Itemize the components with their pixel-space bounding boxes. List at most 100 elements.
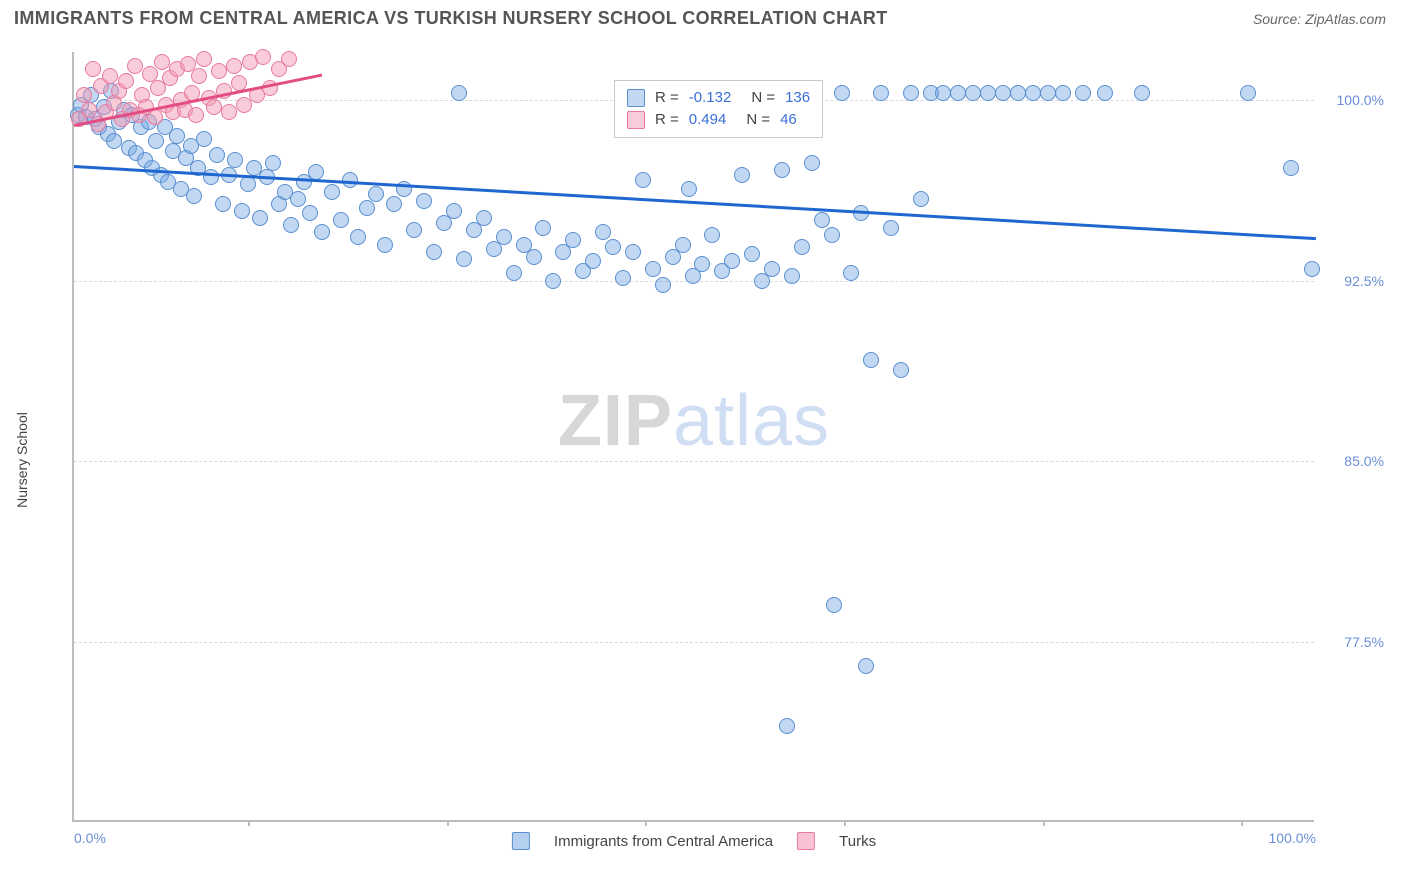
scatter-point	[794, 239, 810, 255]
scatter-point	[211, 63, 227, 79]
x-tick-mark	[1043, 820, 1045, 826]
trend-line	[74, 165, 1316, 240]
scatter-point	[196, 131, 212, 147]
n-label: N =	[746, 109, 770, 131]
y-tick-label: 100.0%	[1324, 92, 1384, 108]
scatter-point	[209, 147, 225, 163]
x-tick-label: 0.0%	[74, 830, 106, 846]
scatter-point	[565, 232, 581, 248]
scatter-point	[451, 85, 467, 101]
y-tick-label: 85.0%	[1324, 453, 1384, 469]
scatter-point	[226, 58, 242, 74]
scatter-point	[965, 85, 981, 101]
scatter-point	[935, 85, 951, 101]
scatter-point	[377, 237, 393, 253]
header: IMMIGRANTS FROM CENTRAL AMERICA VS TURKI…	[0, 0, 1406, 35]
scatter-point	[675, 237, 691, 253]
scatter-point	[127, 58, 143, 74]
n-value-1: 136	[785, 87, 810, 109]
scatter-point	[188, 107, 204, 123]
scatter-point	[234, 203, 250, 219]
scatter-point	[496, 229, 512, 245]
scatter-point	[1097, 85, 1113, 101]
legend-label-2: Turks	[839, 833, 876, 850]
scatter-point	[1240, 85, 1256, 101]
scatter-point	[283, 217, 299, 233]
series-legend: Immigrants from Central America Turks	[512, 832, 876, 850]
scatter-point	[704, 227, 720, 243]
scatter-point	[281, 51, 297, 67]
chart-title: IMMIGRANTS FROM CENTRAL AMERICA VS TURKI…	[14, 8, 888, 29]
chart-container: Nursery School ZIPatlas R = -0.132 N = 1…	[14, 40, 1394, 880]
scatter-point	[995, 85, 1011, 101]
scatter-point	[85, 61, 101, 77]
scatter-point	[203, 169, 219, 185]
scatter-point	[824, 227, 840, 243]
scatter-point	[446, 203, 462, 219]
scatter-point	[1134, 85, 1150, 101]
scatter-point	[779, 718, 795, 734]
scatter-point	[314, 224, 330, 240]
scatter-point	[681, 181, 697, 197]
scatter-point	[980, 85, 996, 101]
legend-swatch-blue	[512, 832, 530, 850]
r-value-1: -0.132	[689, 87, 732, 109]
scatter-point	[186, 188, 202, 204]
scatter-point	[359, 200, 375, 216]
r-value-2: 0.494	[689, 109, 727, 131]
scatter-point	[416, 193, 432, 209]
watermark: ZIPatlas	[558, 380, 830, 462]
scatter-point	[290, 191, 306, 207]
scatter-point	[843, 265, 859, 281]
x-tick-mark	[248, 820, 250, 826]
scatter-point	[814, 212, 830, 228]
scatter-point	[873, 85, 889, 101]
scatter-point	[545, 273, 561, 289]
x-tick-mark	[447, 820, 449, 826]
scatter-point	[595, 224, 611, 240]
source-prefix: Source:	[1253, 11, 1305, 27]
scatter-point	[191, 68, 207, 84]
scatter-point	[350, 229, 366, 245]
scatter-point	[1075, 85, 1091, 101]
scatter-point	[196, 51, 212, 67]
legend-swatch-blue	[627, 89, 645, 107]
scatter-point	[724, 253, 740, 269]
x-tick-label: 100.0%	[1269, 830, 1316, 846]
scatter-point	[81, 102, 97, 118]
scatter-point	[386, 196, 402, 212]
y-tick-label: 77.5%	[1324, 634, 1384, 650]
legend-row-series-2: R = 0.494 N = 46	[627, 109, 810, 131]
scatter-point	[1025, 85, 1041, 101]
scatter-point	[734, 167, 750, 183]
scatter-point	[368, 186, 384, 202]
scatter-point	[227, 152, 243, 168]
scatter-point	[333, 212, 349, 228]
scatter-point	[1040, 85, 1056, 101]
scatter-point	[826, 597, 842, 613]
scatter-point	[406, 222, 422, 238]
scatter-point	[615, 270, 631, 286]
scatter-point	[324, 184, 340, 200]
source-attribution: Source: ZipAtlas.com	[1253, 11, 1386, 27]
scatter-point	[148, 133, 164, 149]
gridline-h	[74, 642, 1314, 643]
scatter-point	[215, 196, 231, 212]
legend-swatch-pink	[797, 832, 815, 850]
scatter-point	[744, 246, 760, 262]
scatter-point	[265, 155, 281, 171]
scatter-point	[1304, 261, 1320, 277]
scatter-point	[1010, 85, 1026, 101]
scatter-point	[154, 54, 170, 70]
x-tick-mark	[844, 820, 846, 826]
y-axis-label: Nursery School	[14, 412, 30, 508]
n-value-2: 46	[780, 109, 797, 131]
source-name: ZipAtlas.com	[1305, 11, 1386, 27]
scatter-point	[535, 220, 551, 236]
scatter-point	[255, 49, 271, 65]
scatter-point	[635, 172, 651, 188]
scatter-point	[804, 155, 820, 171]
scatter-point	[1055, 85, 1071, 101]
scatter-point	[645, 261, 661, 277]
scatter-point	[102, 68, 118, 84]
